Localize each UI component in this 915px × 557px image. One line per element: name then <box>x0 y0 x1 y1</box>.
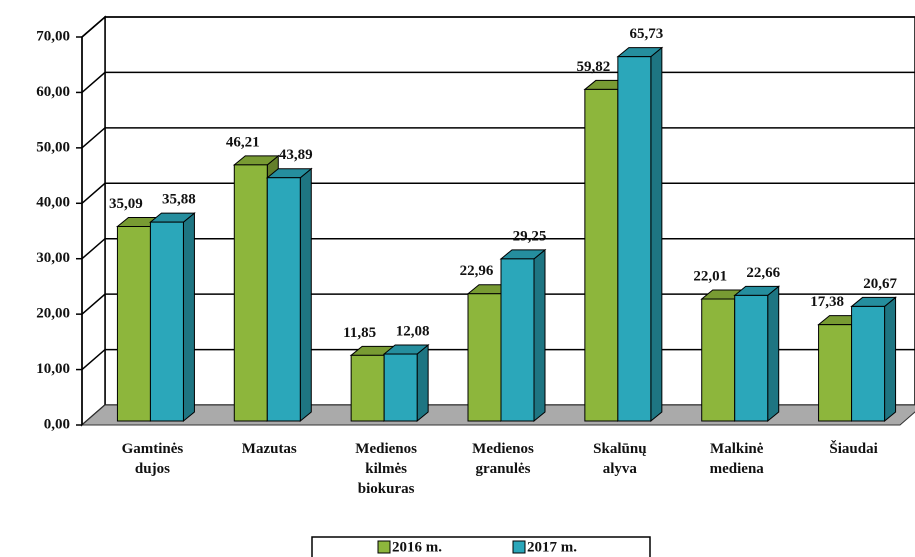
bar <box>818 324 853 422</box>
value-label: 46,21 <box>226 134 260 150</box>
y-tick-label: 60,00 <box>36 84 70 100</box>
x-tick-label: Skalūnų alyva <box>593 441 646 477</box>
x-tick-label: Gamtinės dujos <box>122 441 184 477</box>
legend-box <box>311 536 651 557</box>
bar-side <box>884 296 897 423</box>
bar <box>383 353 418 422</box>
legend-swatch <box>377 540 391 554</box>
value-label: 12,08 <box>396 323 430 339</box>
y-tick-label: 0,00 <box>44 416 70 432</box>
y-tick-label: 50,00 <box>36 139 70 155</box>
bar-side <box>533 248 546 423</box>
bar <box>350 354 385 422</box>
value-label: 65,73 <box>629 26 663 42</box>
x-tick-line: dujos <box>135 461 170 477</box>
bar-side <box>650 46 663 423</box>
x-tick-line: Gamtinės <box>122 441 184 457</box>
x-tick-label: Medienos granulės <box>472 441 534 477</box>
value-label: 22,66 <box>746 265 780 281</box>
value-label: 35,88 <box>162 192 196 208</box>
x-tick-line: Malkinė <box>710 441 764 457</box>
value-label: 22,96 <box>460 263 494 279</box>
value-label: 11,85 <box>343 325 376 341</box>
x-tick-line: granulės <box>475 461 530 477</box>
x-tick-label: Medienos kilmės biokuras <box>355 441 417 497</box>
value-label: 17,38 <box>810 294 844 310</box>
value-label: 20,67 <box>863 276 897 292</box>
y-tick-label: 70,00 <box>36 28 70 44</box>
x-tick-line: Medienos <box>355 441 417 457</box>
bar <box>116 226 151 422</box>
legend-label: 2017 m. <box>527 539 577 555</box>
y-tick-label: 40,00 <box>36 195 70 211</box>
bar <box>149 221 184 422</box>
x-tick-line: biokuras <box>358 481 415 497</box>
x-tick-line: Medienos <box>472 441 534 457</box>
x-tick-line: Mazutas <box>242 441 297 457</box>
bar <box>233 164 268 422</box>
y-tick-label: 10,00 <box>36 361 70 377</box>
bar-side <box>299 167 312 423</box>
x-tick-label: Malkinė mediena <box>710 441 765 477</box>
value-label: 35,09 <box>109 196 143 212</box>
bar <box>734 294 769 422</box>
y-tick-label: 20,00 <box>36 306 70 322</box>
bar <box>500 258 535 422</box>
bar <box>266 177 301 422</box>
side-wall <box>81 15 106 427</box>
bar-side <box>767 285 780 423</box>
x-tick-line: Skalūnų <box>593 441 646 457</box>
bar <box>467 293 502 422</box>
x-tick-line: kilmės <box>365 461 407 477</box>
value-label: 59,82 <box>576 59 610 75</box>
value-label: 29,25 <box>513 228 547 244</box>
x-tick-line: alyva <box>603 461 638 477</box>
legend-swatch <box>512 540 526 554</box>
bar-side <box>416 343 429 423</box>
x-tick-line: Šiaudai <box>829 440 877 457</box>
x-tick-line: mediena <box>710 461 765 477</box>
x-tick-label: Šiaudai <box>829 440 877 457</box>
x-tick-label: Mazutas <box>242 441 297 457</box>
value-label: 22,01 <box>693 268 727 284</box>
grid-line <box>81 16 915 38</box>
legend-label: 2016 m. <box>392 539 442 555</box>
y-tick-label: 30,00 <box>36 250 70 266</box>
bar <box>584 88 619 422</box>
bar <box>617 56 652 422</box>
value-label: 43,89 <box>279 147 313 163</box>
bar-side <box>182 212 195 423</box>
bar <box>701 298 736 422</box>
bar <box>851 305 886 422</box>
